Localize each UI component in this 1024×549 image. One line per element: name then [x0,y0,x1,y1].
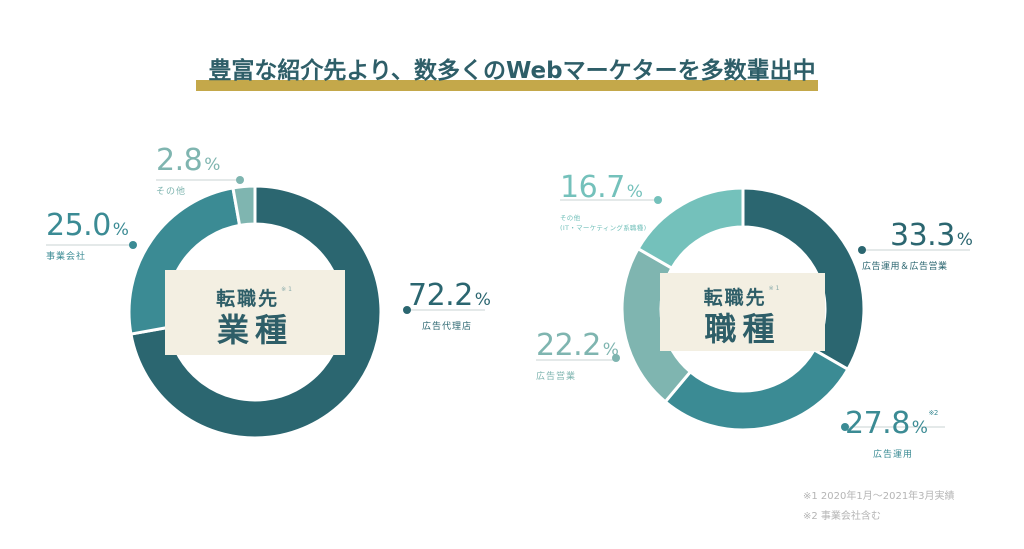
label: 広告運用 [873,450,914,460]
donut-segment [231,184,257,228]
label: 広告代理店 [422,322,473,332]
right-center-line1: 転職先 [703,287,767,309]
donut-segment [741,186,866,372]
value: 72.2 [408,278,473,313]
label: 広告営業 [536,372,577,382]
label: その他 [156,187,187,197]
donut-segment [636,186,745,271]
leader-dot [612,354,620,362]
right-center-line2: 職種 [704,310,781,348]
leader-dot [236,176,244,184]
callout-business-company: 25.0% 事業会社 [46,208,129,263]
value: 27.8 [845,406,910,441]
value: 22.2 [536,328,601,363]
left-center-footnote-mark: ※1 [281,286,294,293]
callout-other-job: 16.7% その他 (IT・マーケティング系職種) [560,170,647,233]
left-center-label: 転職先 ※1 業種 [165,270,345,355]
callout-ad-ops-and-sales: 33.3% 広告運用＆広告営業 [862,218,973,273]
title-underline-bar [196,80,818,91]
callout-ad-agency: 72.2% 広告代理店 [408,278,491,333]
label: その他 [560,214,581,222]
label: 広告運用＆広告営業 [862,262,948,272]
donut-segment [663,347,850,432]
value: 33.3 [890,218,955,253]
leader-dot [858,246,866,254]
right-center-footnote-mark: ※1 [768,285,782,292]
footnotes: ※1 2020年1月〜2021年3月実績 ※2 事業会社含む [803,487,955,527]
leader-dot [654,196,662,204]
value: 2.8 [156,143,203,178]
value: 16.7 [560,170,625,205]
label: 事業会社 [46,252,87,262]
donut-chart-job-type [620,186,866,432]
callout-ad-sales: 22.2% 広告営業 [536,328,619,383]
page-title: 豊富な紹介先より、数多くのWebマーケターを多数輩出中 [208,58,816,84]
right-center-label: 転職先 ※1 職種 [660,273,825,351]
leader-dot [403,306,411,314]
callout-other-industry: 2.8% その他 [156,143,220,198]
value: 25.0 [46,208,111,243]
left-center-line1: 転職先 [216,288,280,310]
footnote-mark: ※2 [928,409,938,417]
sublabel: (IT・マーケティング系職種) [560,224,647,232]
left-center-line2: 業種 [216,311,293,349]
leader-dot [129,241,137,249]
leader-dot [841,423,849,431]
callout-ad-ops: 27.8 %※2 広告運用 [845,406,938,461]
header: 豊富な紹介先より、数多くのWebマーケターを多数輩出中 [0,56,1024,86]
footnote-2: ※2 事業会社含む [803,511,881,522]
callout-leader-lines [46,176,970,431]
footnote-1: ※1 2020年1月〜2021年3月実績 [803,491,955,502]
